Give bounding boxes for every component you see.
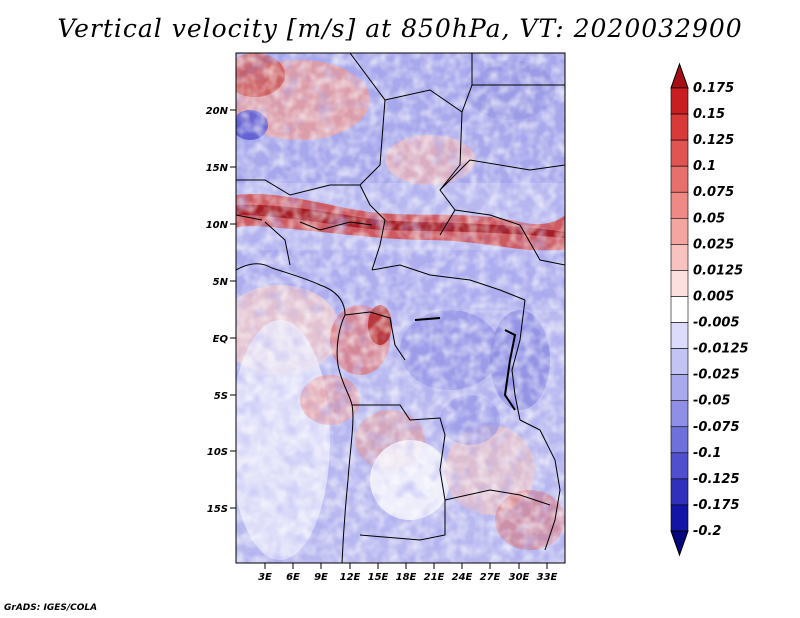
lon-label: 33E — [537, 572, 558, 583]
lat-label: 15N — [206, 163, 229, 174]
colorbar-label: 0.175 — [693, 81, 734, 96]
colorbar-label: -0.125 — [693, 472, 740, 487]
colorbar-label: -0.025 — [693, 368, 740, 383]
colorbar-swatch — [670, 296, 689, 323]
footer-credit: GrADS: IGES/COLA — [4, 603, 98, 613]
colorbar-label: 0.1 — [693, 159, 716, 174]
lon-label: 18E — [396, 572, 417, 583]
colorbar-label: -0.005 — [693, 316, 740, 331]
lat-label: 5N — [213, 277, 229, 288]
map-frame — [235, 52, 566, 564]
colorbar-label: -0.05 — [693, 394, 730, 409]
colorbar-swatch — [670, 504, 689, 532]
colorbar-label: -0.075 — [693, 420, 740, 435]
colorbar-bottom-arrow — [670, 530, 689, 557]
lon-label: 9E — [314, 572, 328, 583]
lon-label: 21E — [424, 572, 445, 583]
colorbar-swatch — [670, 452, 689, 480]
colorbar-label: 0.05 — [693, 211, 725, 226]
lon-label: 15E — [368, 572, 389, 583]
colorbar-swatch — [670, 270, 689, 297]
colorbar-label: -0.1 — [693, 446, 721, 461]
colorbar-swatch — [670, 400, 689, 428]
lat-label: 20N — [206, 106, 229, 117]
lon-label: 6E — [286, 572, 300, 583]
colorbar-swatch — [670, 374, 689, 402]
colorbar-swatch — [670, 139, 689, 167]
lat-label: 15S — [207, 504, 228, 515]
colorbar: 0.175 0.15 0.125 0.1 0.075 0.05 0.025 0.0125 0.0… — [670, 62, 749, 557]
colorbar-swatch — [670, 191, 689, 219]
colorbar-label: -0.175 — [693, 498, 740, 513]
colorbar-label: 0.075 — [693, 185, 734, 200]
colorbar-swatch — [670, 426, 689, 454]
colorbar-swatch — [670, 244, 689, 271]
longitude-labels: 3E 6E 9E 12E 15E 18E 21E 24E 27E 30E 33E — [258, 572, 557, 583]
colorbar-swatch — [670, 165, 689, 193]
colorbar-label: -0.2 — [693, 524, 721, 539]
lon-label: 24E — [452, 572, 473, 583]
lon-label: 3E — [258, 572, 272, 583]
colorbar-label: 0.025 — [693, 237, 734, 252]
colorbar-swatch — [670, 322, 689, 349]
colorbar-swatch — [670, 478, 689, 506]
colorbar-label: 0.0125 — [693, 263, 743, 278]
lon-label: 12E — [340, 572, 361, 583]
colorbar-swatch — [670, 87, 689, 115]
colorbar-swatch — [670, 217, 689, 245]
lat-label: EQ — [213, 334, 229, 345]
colorbar-label: 0.15 — [693, 107, 725, 122]
colorbar-label: -0.0125 — [693, 342, 749, 357]
latitude-labels: 20N 15N 10N 5N EQ 5S 10S 15S — [206, 106, 229, 515]
colorbar-label: 0.125 — [693, 133, 734, 148]
lat-label: 5S — [214, 391, 228, 402]
country-borders — [236, 53, 565, 563]
lon-label: 30E — [509, 572, 530, 583]
chart-title: Vertical velocity [m/s] at 850hPa, VT: 2… — [57, 14, 743, 43]
colorbar-swatch — [670, 113, 689, 141]
lat-label: 10N — [206, 220, 229, 231]
colorbar-top-arrow — [670, 62, 689, 89]
colorbar-label: 0.005 — [693, 289, 734, 304]
colorbar-swatch — [670, 348, 689, 375]
axis-ticks — [230, 109, 548, 569]
lat-label: 10S — [207, 447, 228, 458]
velocity-field — [236, 53, 565, 563]
lon-label: 27E — [480, 572, 501, 583]
